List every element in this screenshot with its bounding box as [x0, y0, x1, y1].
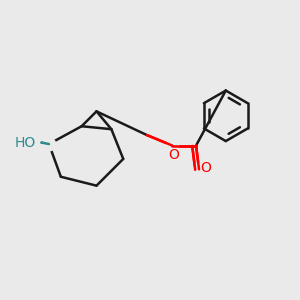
Text: HO: HO	[15, 136, 36, 150]
Text: O: O	[200, 161, 211, 175]
Text: O: O	[168, 148, 179, 162]
